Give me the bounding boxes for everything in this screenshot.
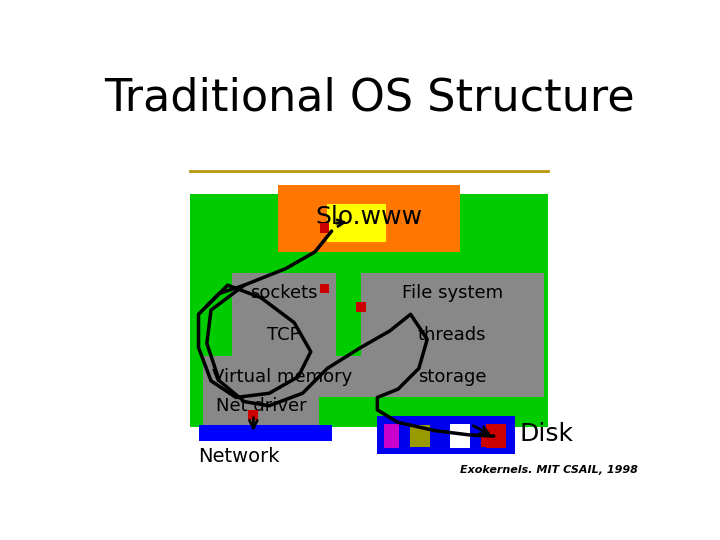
- Bar: [481, 437, 491, 447]
- Bar: [450, 424, 470, 448]
- Text: storage: storage: [418, 368, 487, 386]
- Text: Disk: Disk: [520, 422, 574, 446]
- Text: Net driver: Net driver: [215, 397, 306, 415]
- Text: Exokernels. MIT CSAIL, 1998: Exokernels. MIT CSAIL, 1998: [461, 465, 639, 475]
- Bar: [377, 416, 515, 454]
- Bar: [277, 185, 461, 252]
- Text: sockets: sockets: [250, 285, 318, 302]
- Bar: [203, 356, 361, 397]
- Bar: [361, 314, 544, 356]
- Bar: [320, 223, 330, 233]
- Text: Traditional OS Structure: Traditional OS Structure: [104, 77, 634, 119]
- Bar: [232, 273, 336, 314]
- Bar: [361, 273, 544, 314]
- Text: Slo.www: Slo.www: [315, 205, 423, 228]
- Bar: [203, 385, 319, 427]
- Text: Virtual memory: Virtual memory: [212, 368, 352, 386]
- Bar: [328, 204, 386, 241]
- Bar: [232, 314, 336, 356]
- Bar: [361, 356, 544, 397]
- Text: File system: File system: [402, 285, 503, 302]
- Bar: [320, 284, 330, 294]
- Text: threads: threads: [418, 326, 487, 344]
- Bar: [190, 194, 548, 427]
- Bar: [356, 302, 366, 312]
- Bar: [199, 426, 332, 441]
- Text: TCP: TCP: [267, 326, 300, 344]
- Bar: [410, 425, 430, 447]
- Text: Network: Network: [199, 447, 280, 466]
- Bar: [248, 410, 258, 420]
- Bar: [384, 424, 400, 448]
- Bar: [486, 424, 506, 448]
